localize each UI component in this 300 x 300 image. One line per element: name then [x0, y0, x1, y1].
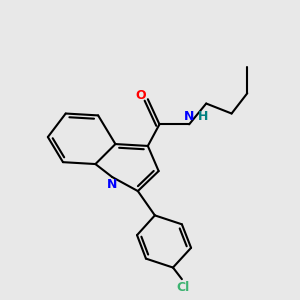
Text: Cl: Cl: [177, 280, 190, 293]
Text: N: N: [106, 178, 117, 191]
Text: N: N: [184, 110, 194, 123]
Text: O: O: [136, 89, 146, 103]
Text: H: H: [198, 110, 208, 123]
